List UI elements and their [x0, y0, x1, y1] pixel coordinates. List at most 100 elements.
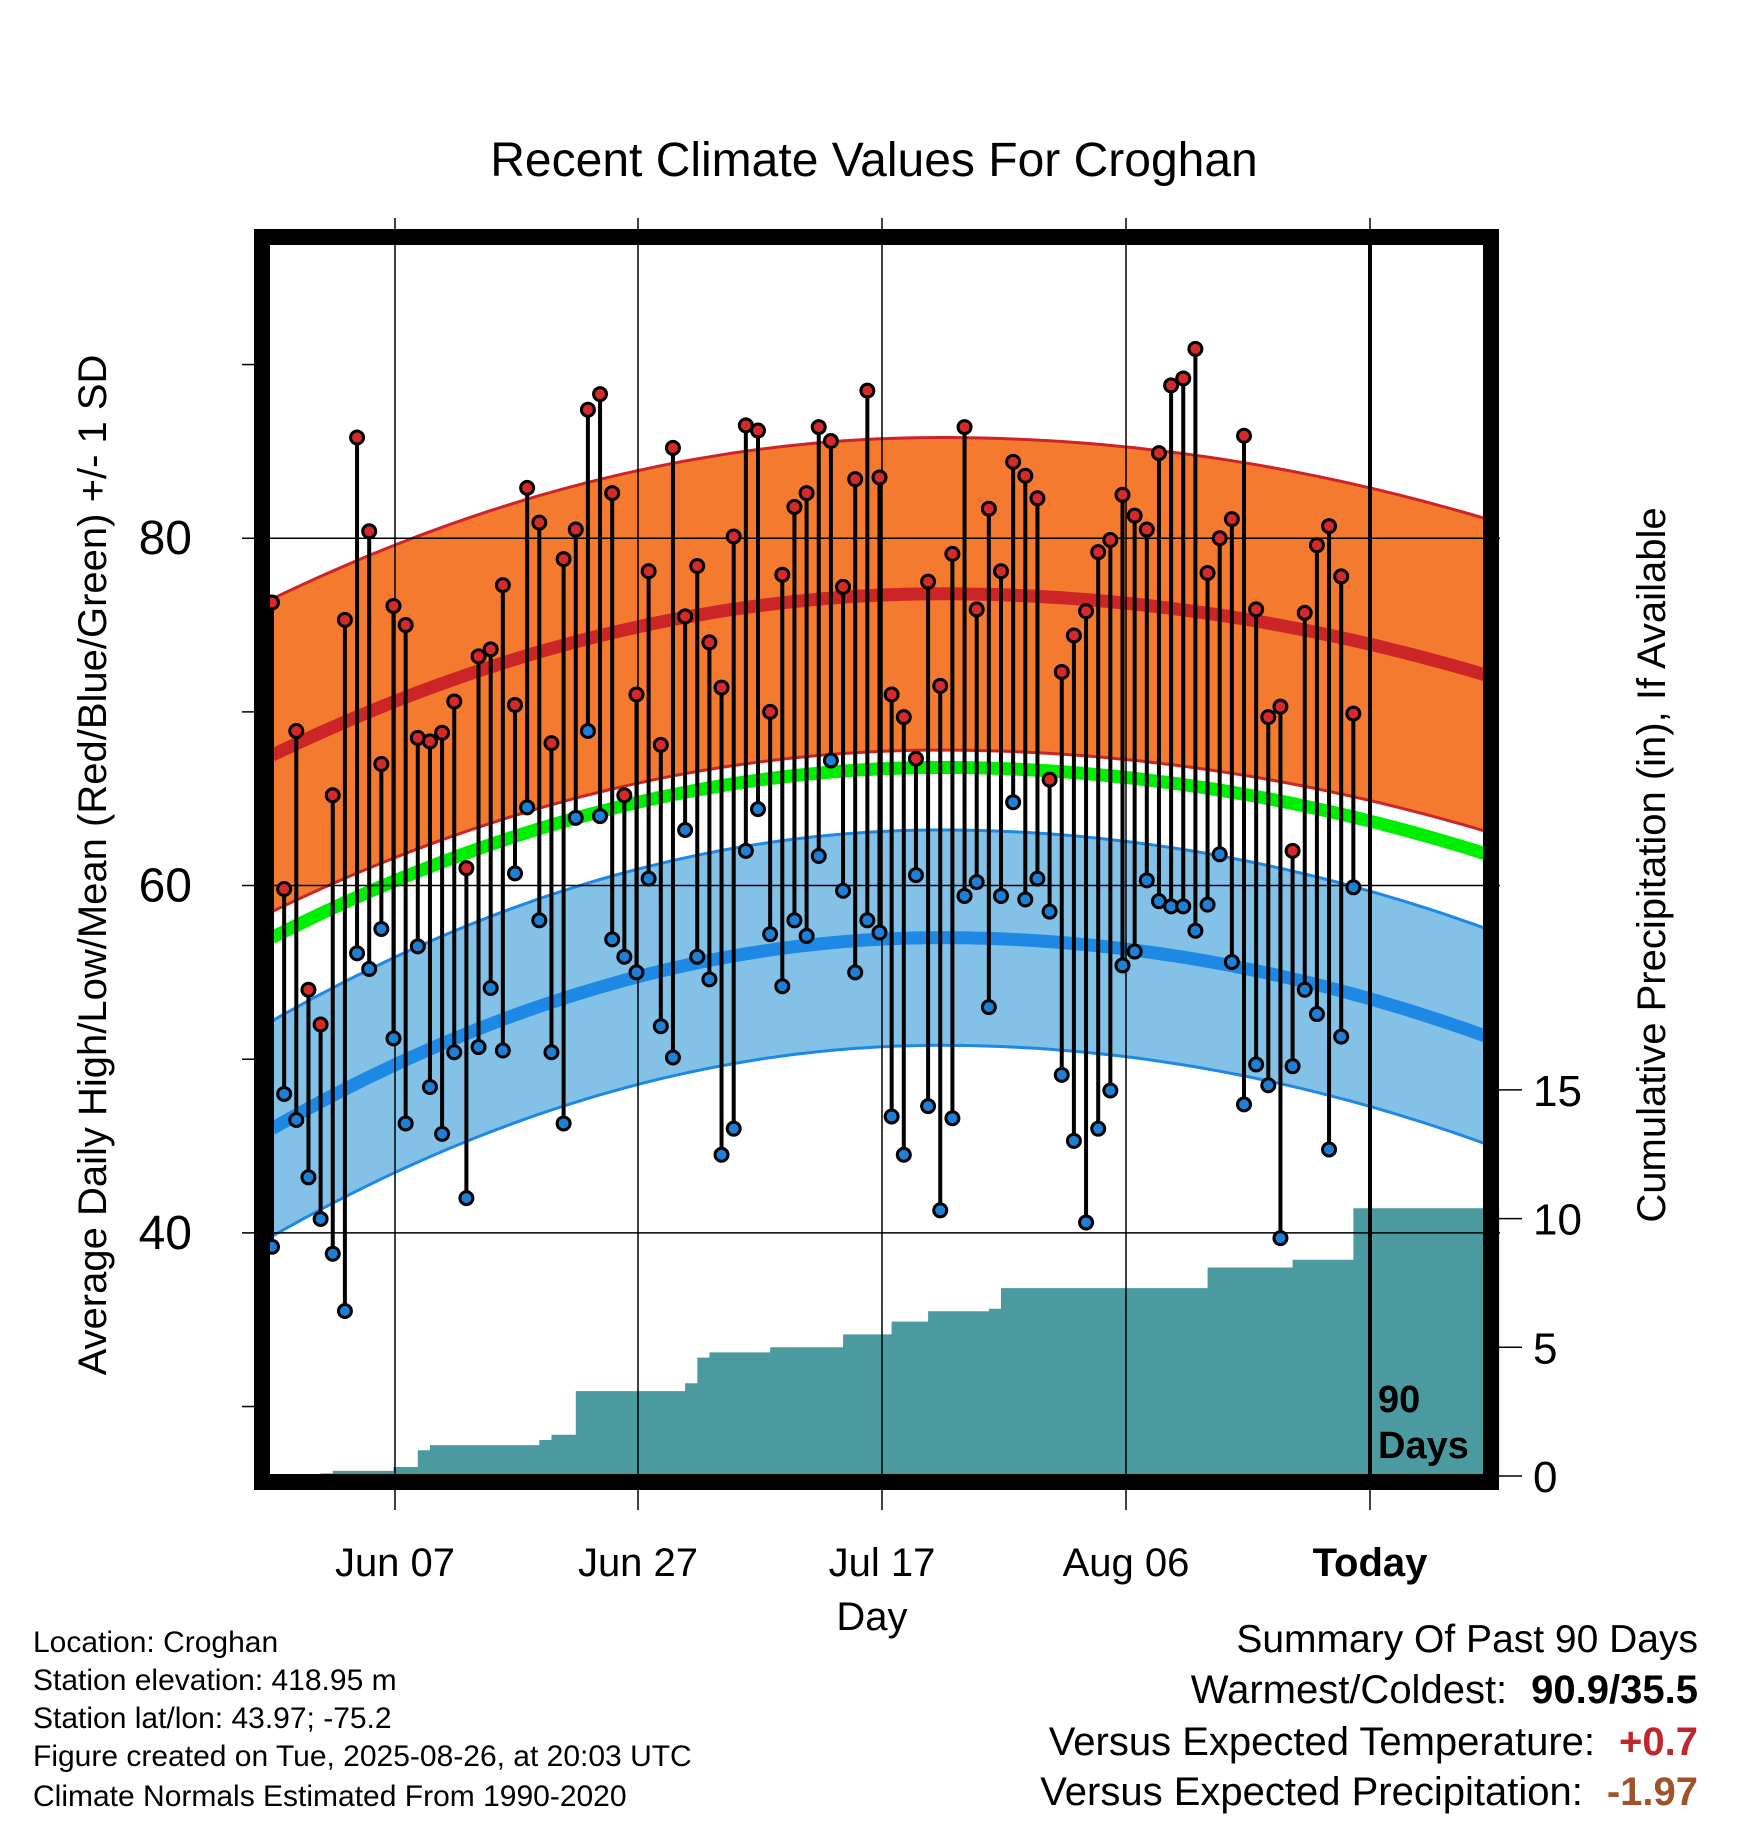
daily-high-point	[810, 419, 827, 436]
daily-low-point	[1345, 879, 1362, 896]
daily-low-point	[968, 874, 985, 891]
footer-created: Figure created on Tue, 2025-08-26, at 20…	[33, 1740, 692, 1773]
daily-low-point	[519, 799, 536, 816]
daily-high-point	[798, 485, 815, 502]
summary-precip: Versus Expected Precipitation: -1.97	[1040, 1770, 1698, 1815]
daily-high-point	[1114, 486, 1131, 503]
daily-low-point	[397, 1115, 414, 1132]
daily-low-point	[847, 964, 864, 981]
daily-high-point	[1187, 340, 1204, 357]
daily-low-point	[701, 971, 718, 988]
daily-high-point	[446, 693, 463, 710]
daily-high-point	[373, 755, 390, 772]
daily-low-point	[725, 1120, 742, 1137]
daily-low-point	[361, 960, 378, 977]
low-sd-lower-line	[271, 1043, 1488, 1238]
daily-low-point	[482, 980, 499, 997]
daily-high-point	[847, 471, 864, 488]
today-days-label-line: Days	[1378, 1425, 1469, 1467]
daily-high-point	[361, 523, 378, 540]
daily-high-point	[750, 422, 766, 439]
x-tick-label: Jun 27	[578, 1541, 698, 1585]
daily-low-point	[859, 912, 876, 929]
daily-low-point	[993, 887, 1009, 904]
daily-high-point	[1017, 467, 1034, 484]
daily-high-point	[835, 578, 852, 595]
daily-high-point	[920, 573, 937, 590]
daily-high-point	[1199, 564, 1216, 581]
daily-high-point	[652, 736, 669, 753]
daily-low-point	[871, 924, 888, 941]
daily-low-point	[385, 1030, 402, 1047]
warm-cold-label: Warmest/Coldest:	[1190, 1668, 1508, 1712]
temp-label: Versus Expected Temperature:	[1048, 1720, 1596, 1764]
daily-low-point	[336, 1303, 353, 1320]
daily-low-point	[762, 926, 779, 943]
daily-low-point	[300, 1169, 317, 1186]
daily-high-point	[1029, 490, 1046, 507]
daily-high-point	[713, 679, 730, 696]
daily-low-point	[920, 1098, 937, 1115]
y-tick-label: 80	[139, 512, 192, 565]
daily-low-point	[1175, 898, 1192, 915]
daily-high-point	[336, 611, 353, 628]
daily-low-point	[628, 964, 645, 981]
daily-high-point	[980, 500, 997, 517]
footer-normals: Climate Normals Estimated From 1990-2020	[33, 1780, 627, 1813]
daily-low-point	[1102, 1082, 1119, 1099]
daily-low-point	[810, 848, 827, 865]
daily-high-point	[579, 401, 596, 418]
precip-label: Versus Expected Precipitation:	[1040, 1770, 1583, 1814]
temp-value: +0.7	[1619, 1720, 1698, 1764]
daily-high-point	[907, 750, 924, 767]
footer-latlon: Station lat/lon: 43.97; -75.2	[33, 1702, 392, 1735]
daily-low-point	[1053, 1066, 1070, 1083]
daily-low-point	[883, 1108, 900, 1125]
daily-low-point	[1041, 903, 1058, 920]
footer-elevation: Station elevation: 418.95 m	[33, 1664, 397, 1697]
x-tick-label: Jul 17	[829, 1541, 936, 1585]
daily-high-point	[871, 469, 888, 486]
daily-high-point	[1102, 531, 1119, 548]
daily-high-point	[555, 551, 572, 568]
daily-high-point	[397, 617, 414, 634]
daily-high-point	[385, 597, 402, 614]
daily-high-point	[1150, 445, 1167, 462]
y2-tick-label: 10	[1533, 1196, 1582, 1245]
daily-low-point	[895, 1146, 912, 1163]
daily-low-point	[750, 801, 766, 818]
y-tick-label: 60	[139, 860, 192, 913]
warm-cold-value: 90.9/35.5	[1531, 1668, 1698, 1712]
daily-high-point	[859, 382, 876, 399]
daily-low-point	[470, 1039, 487, 1056]
daily-high-point	[482, 641, 499, 658]
daily-low-point	[409, 938, 426, 955]
daily-high-point	[640, 563, 657, 580]
daily-high-point	[1272, 698, 1289, 715]
daily-high-point	[1333, 568, 1350, 585]
daily-low-point	[956, 887, 973, 904]
low-sd-band	[272, 830, 1487, 1237]
daily-low-point	[1284, 1058, 1301, 1075]
daily-high-point	[1308, 537, 1325, 554]
daily-low-point	[1333, 1028, 1350, 1045]
x-axis-label: Day	[836, 1595, 907, 1639]
daily-low-point	[713, 1146, 730, 1163]
daily-high-point	[786, 498, 803, 515]
x-tick-label: Jun 07	[335, 1541, 455, 1585]
daily-high-point	[300, 981, 317, 998]
daily-high-point	[1175, 370, 1192, 387]
daily-high-point	[725, 528, 742, 545]
daily-low-point	[1005, 794, 1022, 811]
daily-high-point	[664, 439, 681, 456]
plot-frame	[254, 229, 1499, 1490]
daily-low-point	[1248, 1056, 1265, 1073]
daily-low-point	[458, 1190, 475, 1207]
daily-low-point	[677, 821, 694, 838]
daily-high-point	[1090, 544, 1107, 561]
daily-high-point	[1296, 604, 1313, 621]
summary-warm-cold: Warmest/Coldest: 90.9/35.5	[1191, 1668, 1698, 1713]
daily-low-point	[312, 1210, 329, 1227]
daily-low-point	[1308, 1006, 1325, 1023]
daily-high-point	[895, 709, 912, 726]
